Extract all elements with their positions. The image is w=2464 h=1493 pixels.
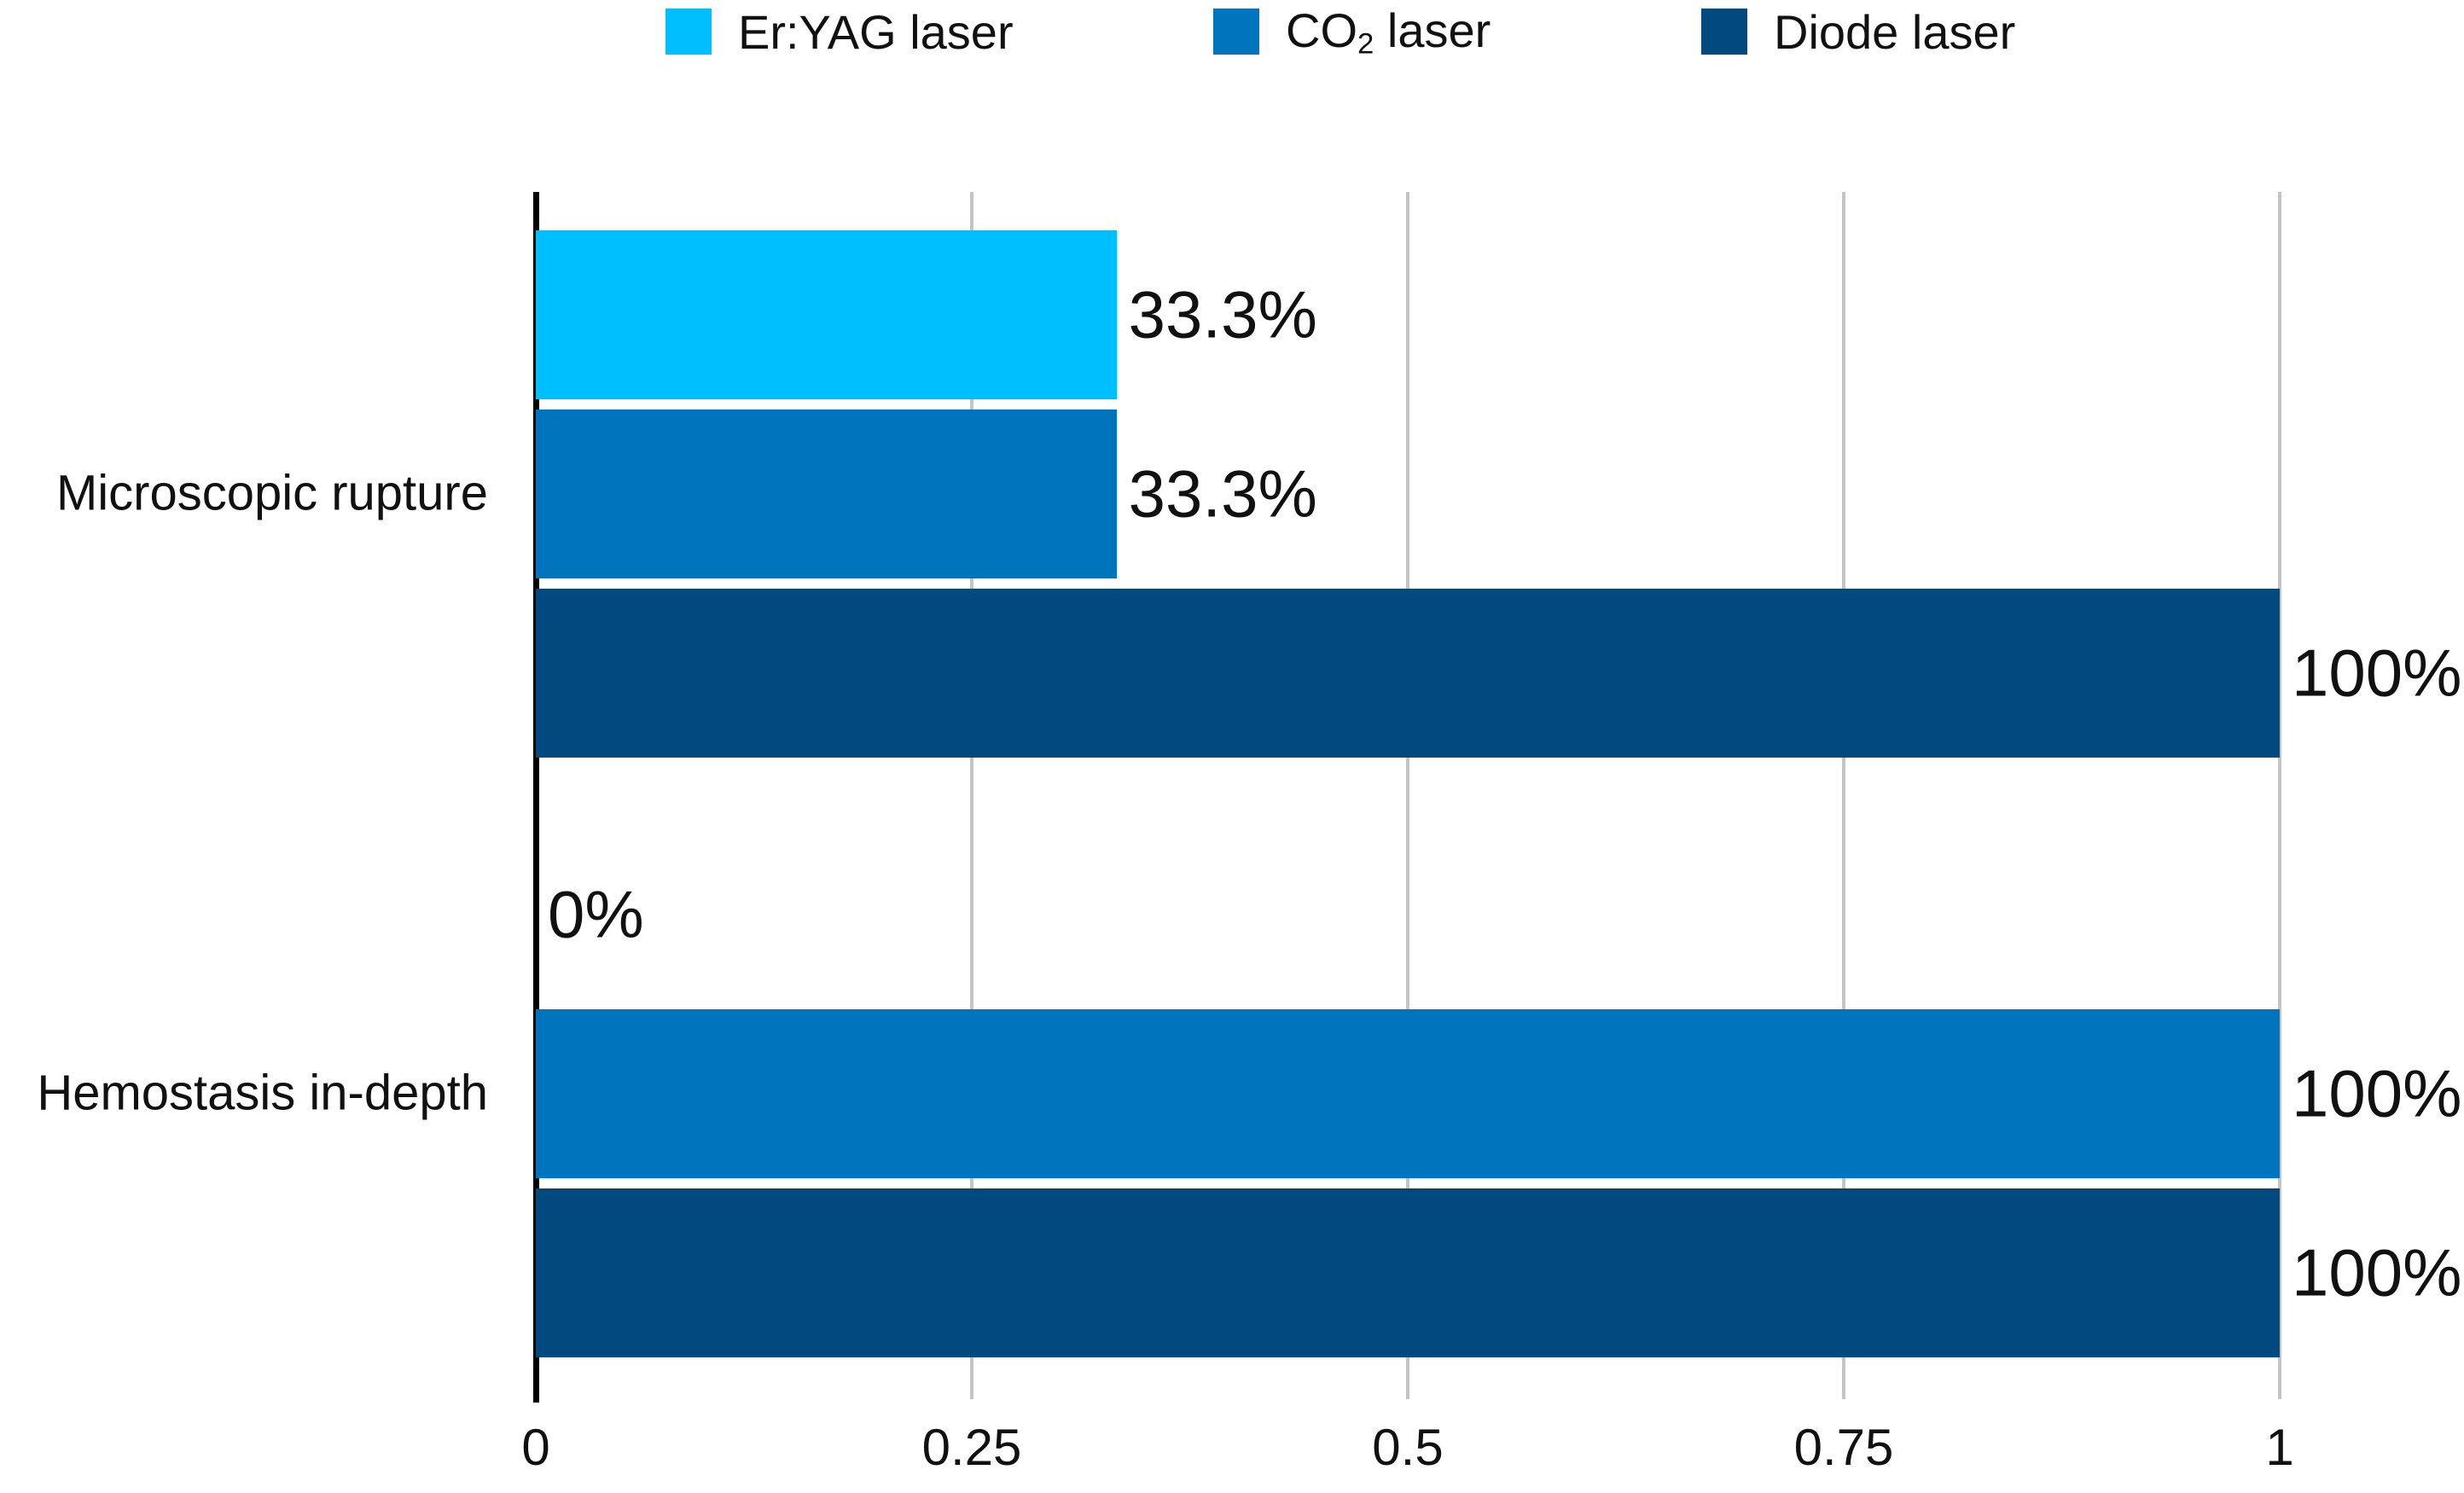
category-label: Microscopic rupture xyxy=(55,465,488,521)
bar-er-yag-laser xyxy=(536,230,1117,399)
legend-label-diode-laser: Diode laser xyxy=(1774,4,2016,59)
legend-item-diode-laser: Diode laser xyxy=(1701,5,2015,59)
legend-label-co2-laser: CO2 laser xyxy=(1286,3,1491,61)
y-axis-line xyxy=(533,192,539,1403)
legend-item-er-yag-laser: Er:YAG laser xyxy=(665,5,1014,59)
value-label: 33.3% xyxy=(1128,456,1317,532)
x-tick-label: 0.5 xyxy=(1372,1419,1444,1476)
gridline xyxy=(2278,192,2281,1399)
category-label: Hemostasis in-depth xyxy=(37,1065,488,1121)
legend-swatch-er-yag-laser xyxy=(665,9,712,55)
gridline xyxy=(1406,192,1409,1399)
bar-co2-laser xyxy=(536,410,1117,578)
gridline xyxy=(1842,192,1845,1399)
x-tick-label: 0.25 xyxy=(921,1419,1022,1476)
bar-co2-laser xyxy=(536,1009,2280,1178)
value-label: 100% xyxy=(2292,1234,2462,1310)
x-tick-label: 0.75 xyxy=(1793,1419,1894,1476)
bar-diode-laser xyxy=(536,1188,2280,1357)
legend-swatch-diode-laser xyxy=(1701,9,1747,55)
value-label: 33.3% xyxy=(1128,276,1317,352)
value-label: 100% xyxy=(2292,635,2462,711)
legend-label-er-yag-laser: Er:YAG laser xyxy=(738,4,1014,59)
value-label: 100% xyxy=(2292,1055,2462,1131)
legend-swatch-co2-laser xyxy=(1213,9,1259,55)
legend: Er:YAG laser CO2 laser Diode laser xyxy=(0,0,2464,68)
x-tick-label: 1 xyxy=(2265,1419,2294,1476)
value-label: 0% xyxy=(548,876,644,952)
x-tick-label: 0 xyxy=(521,1419,550,1476)
legend-item-co2-laser: CO2 laser xyxy=(1213,3,1491,60)
gridline xyxy=(970,192,973,1399)
bar-diode-laser xyxy=(536,589,2280,758)
plot-area: 33.3% 33.3% 100% 0% 100% 100% xyxy=(533,192,2462,1403)
